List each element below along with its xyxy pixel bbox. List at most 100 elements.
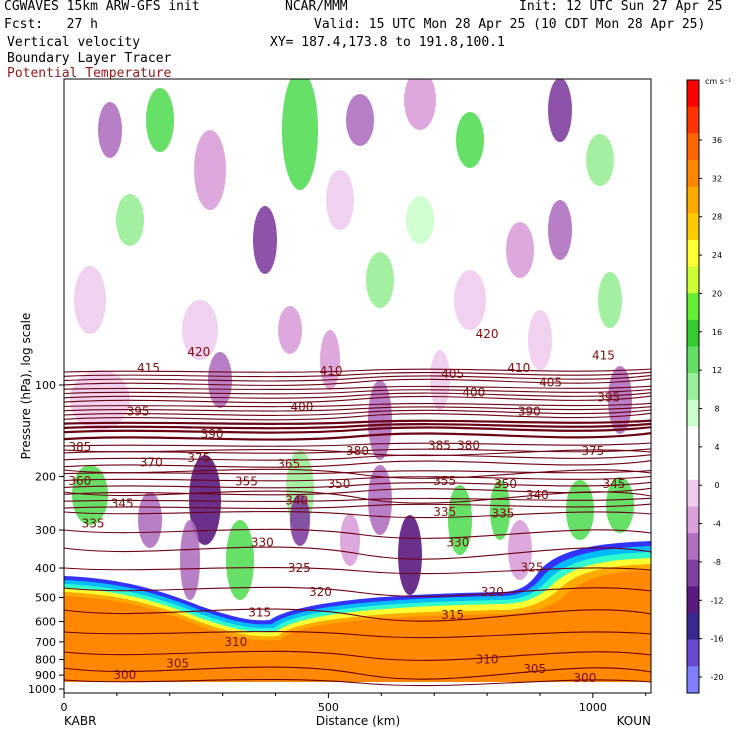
theta-label: 405: [539, 375, 562, 389]
w-blob: [528, 310, 552, 370]
theta-label: 385: [68, 440, 91, 454]
theta-contour: [64, 503, 651, 509]
colorbar-tick-label: 8: [714, 405, 719, 414]
w-blob: [398, 515, 422, 595]
theta-label: 345: [603, 477, 626, 491]
x-axis-label: Distance (km): [316, 714, 400, 728]
colorbar-swatch: [687, 399, 699, 427]
y-axis-label: Pressure (hPa), log scale: [19, 313, 33, 460]
theta-contour: [64, 487, 651, 496]
w-blob: [366, 252, 394, 308]
colorbar-tick-label: 4: [714, 443, 719, 452]
theta-contour: [64, 490, 651, 504]
theta-contour: [64, 422, 651, 430]
theta-label: 405: [441, 367, 464, 381]
theta-label: 330: [251, 536, 274, 550]
field-vertical-velocity: Vertical velocity: [7, 35, 141, 50]
w-blob: [406, 196, 434, 244]
w-blob: [368, 380, 392, 460]
theta-contour: [64, 442, 651, 447]
theta-label: 375: [581, 444, 604, 458]
theta-label: 395: [597, 391, 620, 405]
theta-contour: [64, 678, 651, 687]
w-blob: [282, 79, 318, 190]
init-time: Init: 12 UTC Sun 27 Apr 25: [519, 0, 723, 14]
theta-label: 310: [224, 635, 247, 649]
w-blob: [98, 102, 122, 158]
theta-label: 355: [235, 475, 258, 489]
colorbar-swatch: [687, 159, 699, 188]
theta-contour: [64, 395, 651, 404]
theta-contour: [64, 497, 651, 502]
theta-contour: [64, 468, 651, 479]
theta-contour: [64, 586, 651, 597]
w-blob: [368, 465, 392, 535]
w-blob: [454, 270, 486, 330]
theta-label: 315: [441, 608, 464, 622]
theta-contour: [64, 375, 651, 382]
w-blob: [226, 520, 254, 600]
theta-label: 325: [521, 560, 544, 574]
theta-contour: [64, 666, 651, 680]
w-blob: [326, 170, 354, 230]
theta-contour: [64, 608, 651, 622]
theta-contour: [64, 566, 651, 575]
w-blob: [586, 134, 614, 186]
theta-label: 360: [68, 474, 91, 488]
x-tick-label: 1000: [579, 701, 607, 714]
field-potential-temperature: Potential Temperature: [7, 66, 172, 81]
colorbar-tick-label: 36: [712, 136, 722, 145]
w-blob: [508, 520, 532, 580]
theta-label: 350: [328, 477, 351, 491]
theta-label: 335: [491, 507, 514, 521]
w-blob: [598, 272, 622, 328]
theta-label: 400: [291, 400, 314, 414]
w-blob: [146, 88, 174, 152]
potential-temperature-labels: 415 420 410 405 410 405 420 415 400 400 395 390 390 3…: [68, 327, 626, 685]
plot-area: 415 420 410 405 410 405 420 415 400 400 395 390 390 3…: [64, 79, 651, 693]
theta-label: 340: [526, 488, 549, 502]
theta-contour: [64, 454, 651, 461]
colorbar-swatch: [687, 373, 699, 401]
w-blob: [346, 94, 374, 146]
colorbar-tick-label: 16: [712, 328, 722, 337]
theta-label: 300: [113, 668, 136, 682]
w-blob: [278, 306, 302, 354]
start-station-label: KABR: [64, 714, 96, 728]
theta-label: 315: [248, 605, 271, 619]
theta-contour: [64, 426, 651, 434]
theta-label: 350: [494, 477, 517, 491]
theta-label: 345: [111, 496, 134, 510]
theta-contour: [64, 409, 651, 416]
boundary-layer-tracer-shading: [64, 541, 651, 693]
colorbar-swatch: [687, 666, 699, 694]
y-tick-label: 200: [35, 471, 56, 484]
y-tick-label: 100: [35, 379, 56, 392]
colorbar-frame: [686, 79, 700, 694]
theta-label: 300: [573, 671, 596, 685]
theta-label: 305: [523, 662, 546, 676]
theta-label: 400: [462, 386, 485, 400]
y-tick-label: 700: [35, 636, 56, 649]
theta-contour: [64, 388, 651, 395]
theta-label: 375: [187, 451, 210, 465]
potential-temperature-contours: [64, 368, 651, 687]
theta-label: 325: [288, 561, 311, 575]
colorbar-tick-label: 28: [712, 213, 722, 222]
y-tick-label: 900: [35, 669, 56, 682]
forecast-hour: Fcst: 27 h: [4, 17, 98, 32]
w-blob: [116, 194, 144, 246]
colorbar-swatch: [687, 80, 699, 108]
w-blob: [548, 200, 572, 260]
colorbar-tick-label: 12: [712, 366, 722, 375]
colorbar-swatch: [687, 613, 699, 641]
colorbar-tick-label: 0: [714, 481, 719, 490]
theta-contour: [64, 510, 651, 519]
theta-label: 310: [476, 653, 499, 667]
valid-time: Valid: 15 UTC Mon 28 Apr 25 (10 CDT Mon …: [314, 17, 706, 32]
theta-contour: [64, 392, 651, 399]
colorbar-tick-label: -8: [713, 558, 721, 567]
theta-contour: [64, 371, 651, 378]
y-tick-label: 1000: [28, 683, 56, 696]
